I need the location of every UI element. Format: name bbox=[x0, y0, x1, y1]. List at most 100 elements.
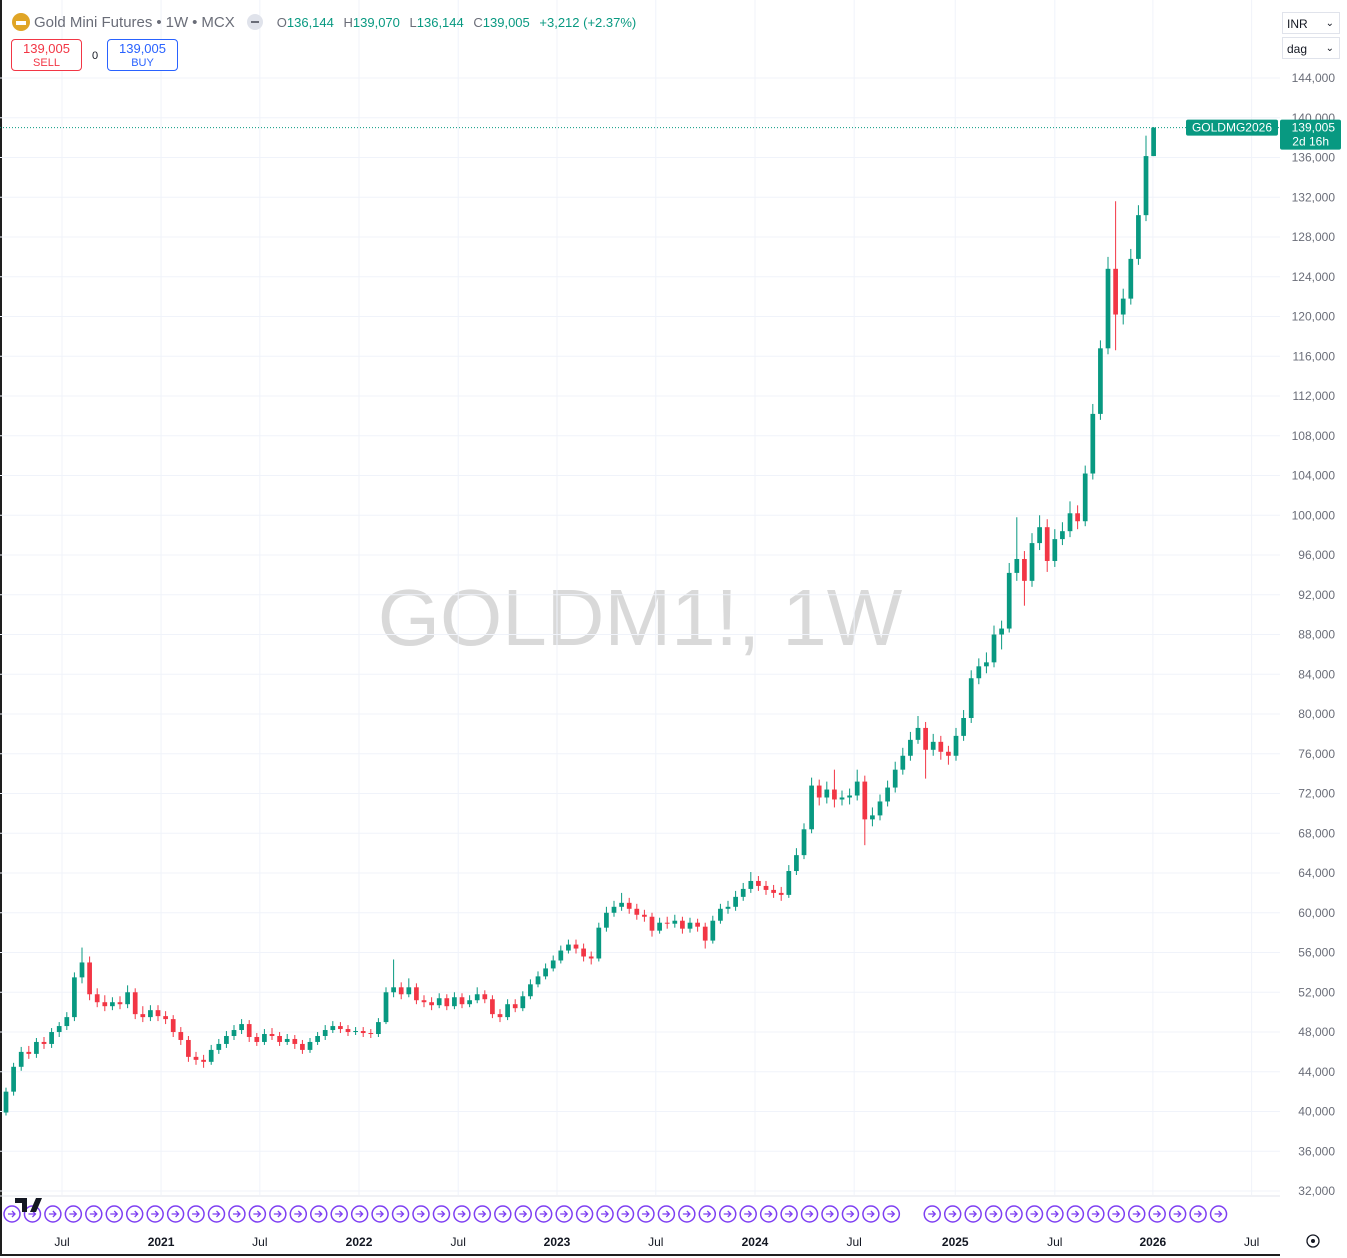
event-marker-arrow bbox=[1050, 1210, 1059, 1218]
candle-body bbox=[596, 927, 602, 959]
candle-body bbox=[824, 789, 830, 798]
buy-price: 139,005 bbox=[119, 41, 166, 56]
x-tick-label: 2021 bbox=[148, 1235, 175, 1249]
event-marker-arrow bbox=[1010, 1210, 1018, 1218]
candle-body bbox=[170, 1019, 176, 1033]
x-tick-label: 2026 bbox=[1139, 1235, 1166, 1249]
o-value: 136,144 bbox=[286, 14, 334, 30]
event-marker-arrow bbox=[396, 1210, 405, 1218]
candle-body bbox=[1098, 348, 1103, 414]
candle-body bbox=[877, 801, 883, 816]
candle-body bbox=[277, 1035, 282, 1042]
candle-body bbox=[1060, 531, 1065, 540]
candle-body bbox=[49, 1032, 54, 1044]
event-marker-arrow bbox=[1194, 1210, 1203, 1218]
event-marker-arrow bbox=[192, 1210, 200, 1218]
candle-body bbox=[452, 997, 457, 1007]
candle-body bbox=[923, 727, 928, 750]
candle-body bbox=[999, 628, 1004, 635]
y-tick-label: 68,000 bbox=[1298, 826, 1335, 840]
candle-body bbox=[474, 994, 480, 1001]
candle-body bbox=[794, 855, 799, 872]
price-label-bg bbox=[1280, 119, 1341, 150]
candle-body bbox=[778, 892, 784, 895]
buy-button[interactable]: 139,005 BUY bbox=[107, 39, 178, 71]
interval[interactable]: 1W bbox=[165, 13, 189, 31]
symbol-label: GOLDMG2026 bbox=[1192, 121, 1272, 135]
sell-price: 139,005 bbox=[23, 41, 70, 56]
hide-button[interactable] bbox=[246, 14, 263, 30]
currency-select[interactable]: INR ⌄ bbox=[1282, 12, 1340, 34]
event-marker-arrow bbox=[682, 1210, 691, 1218]
candle-body bbox=[892, 769, 898, 788]
event-marker-arrow bbox=[948, 1210, 957, 1218]
y-tick-label: 112,000 bbox=[1293, 389, 1336, 403]
candle-body bbox=[56, 1026, 62, 1033]
symbol-title[interactable]: Gold Mini Futures bbox=[34, 13, 153, 31]
candle-body bbox=[1120, 298, 1126, 315]
event-marker-arrow bbox=[744, 1210, 753, 1218]
candle-body bbox=[72, 977, 77, 1018]
event-marker-arrow bbox=[580, 1210, 589, 1218]
candle-body bbox=[634, 908, 640, 915]
candle-body bbox=[1029, 543, 1035, 581]
event-marker-arrow bbox=[171, 1210, 180, 1218]
candle-body bbox=[383, 992, 389, 1023]
candle-body bbox=[490, 999, 495, 1015]
candle-body bbox=[224, 1035, 229, 1044]
candle-body bbox=[718, 908, 723, 921]
candle-body bbox=[908, 739, 913, 756]
candle-body bbox=[725, 906, 731, 909]
candle-body bbox=[528, 984, 533, 997]
candle-body bbox=[18, 1051, 24, 1067]
price-axis bbox=[1280, 0, 1347, 1258]
candle-body bbox=[148, 1010, 153, 1018]
event-marker-arrow bbox=[232, 1210, 241, 1218]
x-tick-label: Jul bbox=[451, 1235, 466, 1249]
candle-body bbox=[1067, 513, 1073, 532]
candle-body bbox=[581, 948, 586, 957]
event-marker-arrow bbox=[641, 1210, 650, 1218]
event-marker-arrow bbox=[457, 1210, 466, 1218]
event-marker-arrow bbox=[130, 1210, 139, 1218]
candle-body bbox=[300, 1043, 305, 1050]
symbol-label-bg bbox=[1186, 119, 1278, 136]
candle-body bbox=[953, 735, 959, 756]
event-marker-arrow bbox=[601, 1210, 609, 1218]
x-tick-label: Jul bbox=[1244, 1235, 1259, 1249]
candle-body bbox=[543, 968, 548, 977]
candle-body bbox=[558, 950, 564, 961]
candle-body bbox=[459, 997, 465, 1005]
spread: 0 bbox=[92, 50, 99, 62]
candle-body bbox=[649, 916, 655, 931]
candle-body bbox=[186, 1039, 191, 1057]
y-tick-label: 88,000 bbox=[1298, 628, 1335, 642]
x-tick-label: Jul bbox=[648, 1235, 663, 1249]
sell-label: SELL bbox=[33, 57, 60, 69]
candle-body bbox=[34, 1041, 39, 1054]
candle-body bbox=[444, 998, 450, 1007]
candle-body bbox=[1090, 413, 1096, 474]
candle-body bbox=[991, 634, 997, 663]
candle-body bbox=[284, 1038, 290, 1042]
countdown: 2d 16h bbox=[1292, 135, 1329, 149]
event-marker-arrow bbox=[969, 1210, 978, 1218]
event-marker-arrow bbox=[1153, 1210, 1162, 1218]
candle-body bbox=[512, 1004, 518, 1009]
y-tick-label: 40,000 bbox=[1298, 1105, 1335, 1119]
candle-body bbox=[41, 1041, 47, 1044]
x-tick-label: 2023 bbox=[544, 1235, 571, 1249]
candle-body bbox=[550, 960, 556, 969]
unit-select[interactable]: dag ⌄ bbox=[1282, 37, 1340, 59]
candle-body bbox=[330, 1026, 336, 1031]
candle-body bbox=[360, 1031, 366, 1034]
candle-body bbox=[1082, 473, 1088, 522]
event-marker-arrow bbox=[478, 1210, 487, 1218]
x-tick-label: 2024 bbox=[742, 1235, 769, 1249]
candle-body bbox=[839, 797, 845, 800]
candle-body bbox=[315, 1035, 320, 1042]
candle-body bbox=[497, 1014, 503, 1018]
y-tick-label: 104,000 bbox=[1292, 469, 1336, 483]
sell-button[interactable]: 139,005 SELL bbox=[11, 39, 82, 71]
